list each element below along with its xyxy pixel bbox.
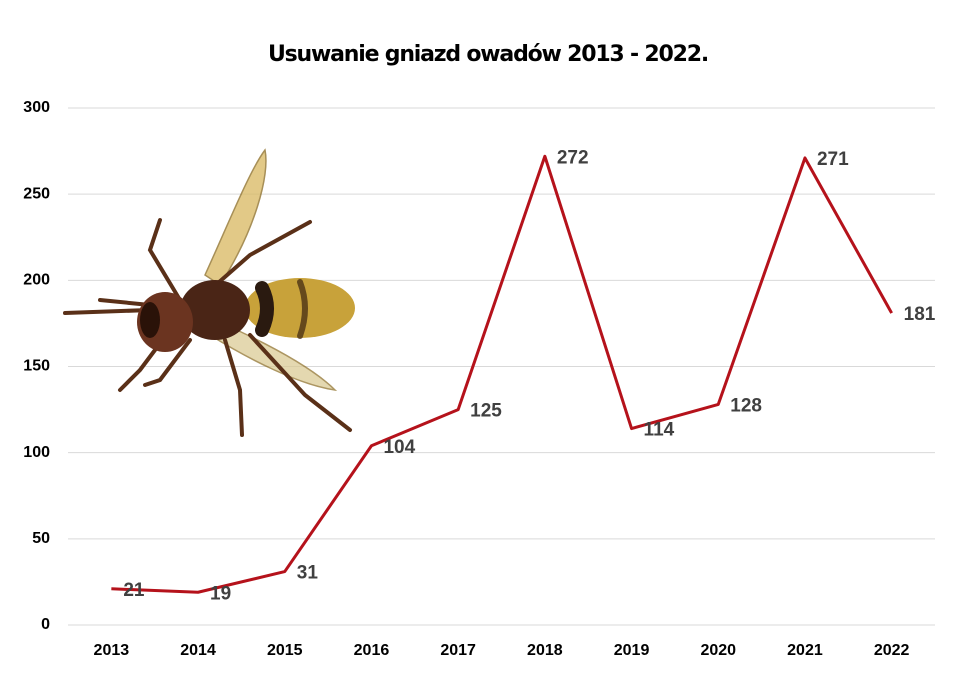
- data-label: 272: [557, 147, 589, 168]
- y-tick-label: 50: [32, 530, 50, 547]
- x-tick-label: 2021: [787, 642, 823, 659]
- data-label: 31: [297, 563, 319, 584]
- x-tick-label: 2014: [180, 642, 216, 659]
- y-tick-label: 250: [23, 185, 50, 202]
- y-tick-label: 0: [41, 616, 50, 633]
- data-label: 181: [904, 304, 936, 325]
- x-tick-label: 2013: [94, 642, 130, 659]
- x-tick-label: 2015: [267, 642, 303, 659]
- x-tick-label: 2017: [440, 642, 476, 659]
- data-label: 271: [817, 149, 849, 170]
- y-tick-label: 100: [23, 444, 50, 461]
- data-label: 125: [470, 401, 502, 422]
- x-tick-label: 2022: [874, 642, 910, 659]
- x-tick-label: 2018: [527, 642, 563, 659]
- wasp-illustration: [63, 148, 355, 437]
- x-tick-label: 2020: [700, 642, 736, 659]
- x-tick-label: 2016: [354, 642, 390, 659]
- data-label: 114: [644, 420, 675, 441]
- y-tick-label: 200: [23, 272, 50, 289]
- x-tick-label: 2019: [614, 642, 650, 659]
- data-line: [111, 154, 893, 594]
- chart-title: Usuwanie gniazd owadów 2013 - 2022.: [268, 42, 708, 67]
- y-tick-label: 150: [23, 358, 50, 375]
- data-label: 21: [123, 580, 145, 601]
- plot-area: 2013 2014 2015 2016 2017 2018 2019 2020 2021 2022…: [94, 147, 936, 659]
- data-label: 19: [210, 583, 231, 604]
- y-tick-label: 300: [23, 99, 50, 116]
- data-label: 104: [383, 437, 415, 458]
- data-label: 128: [730, 395, 762, 416]
